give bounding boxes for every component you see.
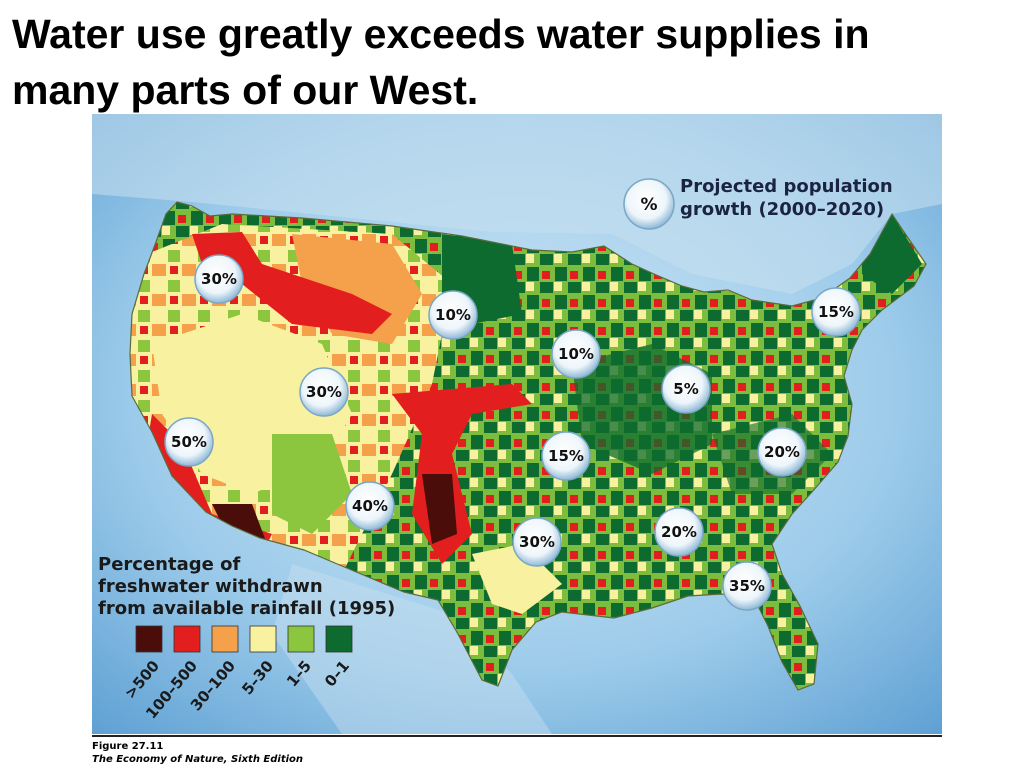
figure-credit: Figure 27.11 The Economy of Nature, Sixt… (92, 740, 692, 766)
legend-swatch (135, 625, 163, 653)
growth-bubble-label: 30% (519, 533, 555, 551)
growth-bubble-label: 10% (435, 306, 471, 324)
growth-bubble-label: 30% (201, 270, 237, 288)
growth-bubble-new-england: 15% (811, 287, 861, 337)
growth-bubble-central-plains: 15% (541, 431, 591, 481)
slide-title-line-1: Water use greatly exceeds water supplies… (12, 11, 870, 57)
figure-book-title: The Economy of Nature, Sixth Edition (92, 754, 304, 765)
growth-bubble-southeast: 20% (654, 507, 704, 557)
legend-title-line-1: Percentage of (98, 554, 240, 575)
slide-title-line-2: many parts of our West. (12, 67, 479, 113)
growth-bubble-northern-plains: 10% (428, 290, 478, 340)
growth-bubble-great-lakes: 5% (661, 364, 711, 414)
legend-title-line-3: from available rainfall (1995) (98, 598, 395, 619)
map-svg: 30% 10% 10% 15% 5% 30% (92, 114, 942, 734)
growth-bubble-label: 20% (661, 523, 697, 541)
growth-bubble-south-central: 30% (512, 517, 562, 567)
water-use-map: 30% 10% 10% 15% 5% 30% (92, 114, 942, 734)
growth-bubble-label: 20% (764, 443, 800, 461)
canada-land (92, 114, 942, 294)
growth-bubble-label: 15% (548, 447, 584, 465)
growth-bubble-label: 10% (558, 345, 594, 363)
legend-title-line-2: freshwater withdrawn (98, 576, 323, 597)
figure-number: Figure 27.11 (92, 741, 164, 752)
growth-bubbles: 30% 10% 10% 15% 5% 30% (164, 254, 861, 611)
figure-rule (92, 735, 942, 737)
legend-swatch (325, 625, 353, 653)
slide-title: Water use greatly exceeds water supplies… (12, 6, 1012, 118)
growth-bubble-california: 50% (164, 417, 214, 467)
legend-swatch (249, 625, 277, 653)
growth-bubble-pacific-northwest: 30% (194, 254, 244, 304)
growth-bubble-southwest: 40% (345, 481, 395, 531)
growth-bubble-label: 5% (673, 380, 698, 398)
growth-key-symbol: % (640, 195, 657, 215)
growth-key-bubble (623, 178, 675, 230)
growth-bubble-label: 35% (729, 577, 765, 595)
mexico-land (272, 564, 552, 734)
legend-swatch (287, 625, 315, 653)
growth-bubble-label: 15% (818, 303, 854, 321)
growth-bubble-label: 50% (171, 433, 207, 451)
growth-key: % Projected population growth (2000–2020… (623, 176, 893, 230)
growth-bubble-label: 30% (306, 383, 342, 401)
growth-bubble-great-basin: 30% (299, 367, 349, 417)
growth-key-line-1: Projected population (680, 176, 893, 197)
growth-key-line-2: growth (2000–2020) (680, 199, 884, 220)
growth-bubble-florida: 35% (722, 561, 772, 611)
legend-swatch (211, 625, 239, 653)
growth-bubble-upper-midwest: 10% (551, 329, 601, 379)
growth-bubble-mid-atlantic: 20% (757, 427, 807, 477)
growth-bubble-label: 40% (352, 497, 388, 515)
legend-swatch (173, 625, 201, 653)
